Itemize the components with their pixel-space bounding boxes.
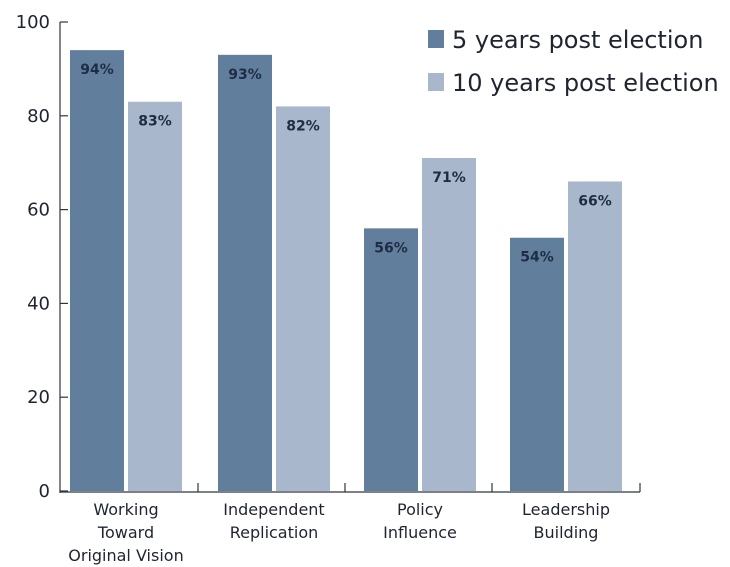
y-tick-label: 40 [27,293,50,314]
x-tick-label: Influence [383,523,457,542]
bar-10yr-1 [276,106,330,492]
data-label: 82% [286,118,320,134]
legend-label: 5 years post election [452,26,703,54]
bar-5yr-1 [218,54,272,492]
data-label: 71% [432,170,466,186]
bar-5yr-2 [364,228,418,492]
legend-label: 10 years post election [452,69,719,97]
data-label: 93% [228,67,262,83]
bar-5yr-0 [70,50,124,491]
bar-10yr-0 [128,101,182,491]
data-label: 66% [578,193,612,209]
y-tick-label: 0 [39,481,50,502]
data-label: 83% [138,114,172,130]
x-tick-label: Independent [223,500,324,519]
y-tick-label: 100 [16,12,50,33]
data-label: 56% [374,240,408,256]
data-label: 54% [520,250,554,266]
y-tick-label: 80 [27,106,50,127]
bar-5yr-3 [510,237,564,491]
x-tick-label: Building [534,523,599,542]
x-tick-label: Leadership [522,500,610,519]
bar-10yr-2 [422,158,476,491]
x-tick-label: Policy [397,500,443,519]
x-tick-label: Original Vision [68,546,183,565]
x-tick-label: Toward [97,523,154,542]
x-tick-label: Working [93,500,158,519]
y-tick-label: 20 [27,387,50,408]
data-label: 94% [80,62,114,78]
x-tick-label: Replication [230,523,319,542]
y-tick-label: 60 [27,200,50,221]
bar-10yr-3 [568,181,622,491]
legend-swatch-1 [428,73,444,91]
legend-swatch-0 [428,30,444,48]
